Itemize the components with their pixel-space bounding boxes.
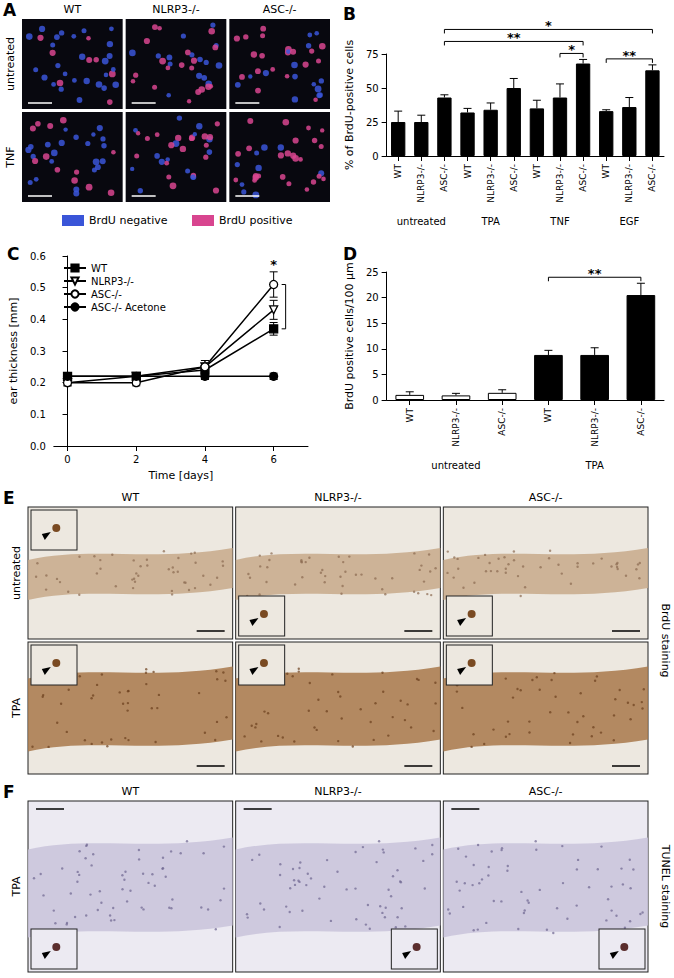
svg-text:50: 50 [366,83,379,94]
svg-text:NLRP3-/-: NLRP3-/- [486,164,496,203]
svg-text:WT: WT [405,408,415,423]
svg-text:F: F [3,782,15,802]
svg-text:WT: WT [532,164,542,179]
svg-text:A: A [3,0,17,20]
svg-text:**: ** [507,30,521,45]
svg-text:TNF: TNF [549,216,570,227]
svg-text:WT: WT [122,491,140,504]
svg-text:E: E [3,488,15,508]
svg-text:0.4: 0.4 [30,314,46,325]
svg-text:**: ** [623,48,637,63]
svg-text:TPA: TPA [10,876,23,898]
svg-text:*: * [545,18,552,33]
svg-text:WT: WT [601,164,611,179]
svg-text:WT: WT [543,408,553,423]
svg-text:ASC-/-: ASC-/- [263,3,297,16]
svg-text:**: ** [588,266,602,281]
svg-text:NLRP3-/-: NLRP3-/- [624,164,634,203]
svg-text:0: 0 [64,454,70,465]
svg-text:NLRP3-/-: NLRP3-/- [451,408,461,447]
svg-text:TPA: TPA [584,460,603,471]
svg-text:75: 75 [366,49,379,60]
svg-text:untreated: untreated [4,37,17,91]
svg-text:WT: WT [91,263,108,274]
svg-text:*: * [568,42,575,57]
svg-text:ASC-/- Acetone: ASC-/- Acetone [91,302,166,313]
svg-text:4: 4 [202,454,208,465]
svg-text:BrdU staining: BrdU staining [659,603,672,677]
svg-text:ASC-/-: ASC-/- [529,491,563,504]
svg-text:25: 25 [366,117,379,128]
svg-text:ASC-/-: ASC-/- [636,408,646,436]
svg-text:BrdU positive cells/100 µm: BrdU positive cells/100 µm [343,262,356,410]
svg-text:0: 0 [372,395,378,406]
svg-text:WT: WT [463,164,473,179]
svg-text:untreated: untreated [10,546,23,600]
svg-text:BrdU negative: BrdU negative [89,214,168,227]
svg-text:TPA: TPA [480,216,499,227]
svg-text:NLRP3-/-: NLRP3-/- [555,164,565,203]
svg-text:NLRP3-/-: NLRP3-/- [152,3,199,16]
svg-text:NLRP3-/-: NLRP3-/- [91,276,134,287]
svg-text:WT: WT [393,164,403,179]
svg-text:0.1: 0.1 [30,409,46,420]
svg-text:6: 6 [270,454,276,465]
svg-text:2: 2 [133,454,139,465]
svg-text:ASC-/-: ASC-/- [578,164,588,192]
svg-text:Time [days]: Time [days] [147,469,213,482]
svg-text:ear thickness [mm]: ear thickness [mm] [7,298,20,405]
svg-text:0: 0 [372,151,378,162]
svg-text:C: C [7,244,19,264]
svg-text:20: 20 [366,292,379,303]
svg-text:15: 15 [366,318,379,329]
svg-text:EGF: EGF [619,216,639,227]
svg-text:WT: WT [64,3,82,16]
svg-text:ASC-/-: ASC-/- [439,164,449,192]
svg-text:untreated: untreated [397,216,446,227]
svg-text:10: 10 [366,343,379,354]
svg-text:WT: WT [122,785,140,798]
svg-text:ASC-/-: ASC-/- [91,289,122,300]
svg-text:ASC-/-: ASC-/- [497,408,507,436]
svg-text:TNF: TNF [4,146,17,168]
svg-text:B: B [343,4,356,24]
svg-text:NLRP3-/-: NLRP3-/- [314,491,361,504]
svg-text:ASC-/-: ASC-/- [509,164,519,192]
svg-text:% of BrdU-positive cells: % of BrdU-positive cells [343,40,356,170]
svg-text:NLRP3-/-: NLRP3-/- [590,408,600,447]
svg-text:ASC-/-: ASC-/- [647,164,657,192]
svg-text:0.0: 0.0 [30,441,46,452]
svg-text:0.6: 0.6 [30,251,46,262]
svg-text:5: 5 [372,369,378,380]
svg-text:NLRP3-/-: NLRP3-/- [314,785,361,798]
svg-text:ASC-/-: ASC-/- [529,785,563,798]
svg-text:0.3: 0.3 [30,346,46,357]
svg-text:TUNEL staining: TUNEL staining [659,844,672,928]
svg-text:untreated: untreated [431,460,480,471]
svg-text:NLRP3-/-: NLRP3-/- [416,164,426,203]
svg-text:0.2: 0.2 [30,377,46,388]
svg-text:BrdU positive: BrdU positive [219,214,293,227]
svg-text:*: * [270,257,277,272]
svg-text:TPA: TPA [10,697,23,719]
svg-text:D: D [343,244,357,264]
svg-text:0.5: 0.5 [30,282,46,293]
svg-text:25: 25 [366,267,379,278]
